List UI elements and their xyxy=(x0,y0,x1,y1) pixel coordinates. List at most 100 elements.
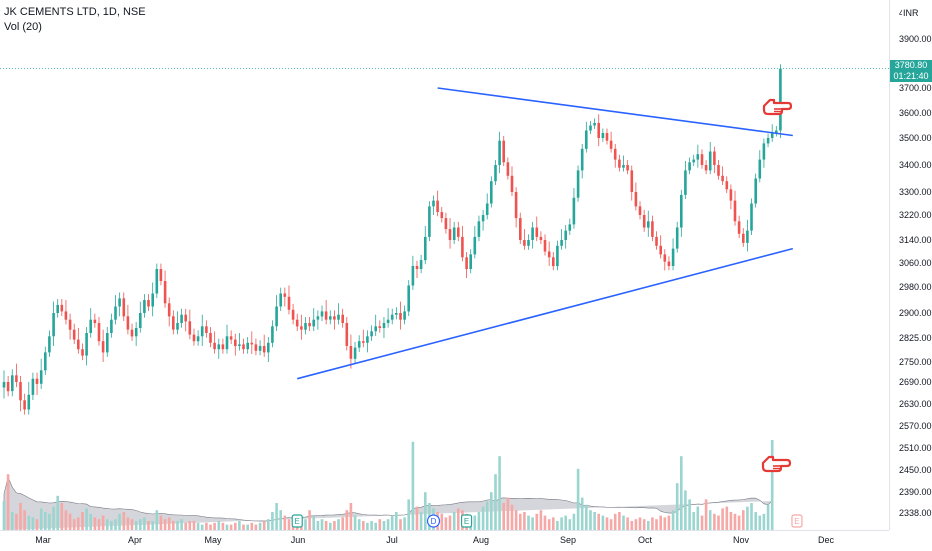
candle xyxy=(737,221,741,234)
price-tick: 3500.00 xyxy=(899,133,932,143)
price-tick: 3900.00 xyxy=(899,34,932,44)
candle xyxy=(271,326,274,343)
candle xyxy=(27,394,31,410)
volume-bar xyxy=(597,513,600,530)
candle xyxy=(457,227,460,237)
price-tick: 2900.00 xyxy=(899,308,932,318)
candle xyxy=(721,175,724,182)
volume-bar xyxy=(77,517,80,530)
volume-bar xyxy=(6,474,10,530)
candle xyxy=(634,192,638,207)
candle xyxy=(663,254,667,262)
volume-bar xyxy=(68,513,72,530)
candle xyxy=(506,162,510,176)
volume-bar xyxy=(48,513,51,530)
volume-bar xyxy=(143,517,146,530)
candle xyxy=(312,319,315,327)
volume-bar xyxy=(642,519,646,530)
candle xyxy=(35,378,39,384)
candle xyxy=(19,382,22,401)
candle xyxy=(31,378,35,395)
candle xyxy=(419,260,423,269)
candle xyxy=(39,370,43,384)
candle xyxy=(675,227,679,249)
candle xyxy=(523,240,526,246)
candle xyxy=(229,336,233,340)
volume-bar xyxy=(733,513,737,530)
volume-bar xyxy=(547,519,551,530)
volume-bar xyxy=(213,522,216,530)
candle xyxy=(81,349,84,356)
price-tick: 2630.00 xyxy=(899,399,932,409)
volume-bar xyxy=(696,506,700,530)
candle xyxy=(680,194,683,228)
candle xyxy=(626,165,629,171)
price-axis[interactable]: 3900.003800.003700.003600.003500.003400.… xyxy=(889,0,932,530)
candle xyxy=(432,200,435,207)
volume-bar xyxy=(353,515,357,530)
candle xyxy=(163,281,167,304)
candle xyxy=(72,329,76,340)
candle xyxy=(717,165,720,176)
volume-bar xyxy=(580,497,584,530)
candle xyxy=(287,296,291,310)
volume-bar xyxy=(390,515,394,530)
volume-bar xyxy=(64,510,68,530)
candle xyxy=(279,293,282,307)
candle xyxy=(510,175,514,192)
time-tick: Apr xyxy=(127,535,143,545)
currency-label[interactable]: INR xyxy=(902,8,920,18)
candle xyxy=(552,257,555,267)
instrument-title[interactable]: JK CEMENTS LTD, 1D, NSE xyxy=(4,6,146,18)
volume-bar xyxy=(238,521,241,530)
volume-bar xyxy=(510,504,514,530)
volume-bar xyxy=(605,517,609,530)
volume-indicator-label[interactable]: Vol (20) xyxy=(4,21,42,33)
candle xyxy=(349,346,353,359)
candle xyxy=(213,342,216,350)
candle xyxy=(700,154,704,165)
volume-bar xyxy=(411,441,415,530)
candle xyxy=(52,313,55,337)
candle xyxy=(750,203,753,231)
volume-bar xyxy=(618,512,621,530)
volume-bar xyxy=(663,517,667,530)
time-axis[interactable]: Mar Apr May Jun Jul Aug Sep Oct Nov Dec xyxy=(0,530,889,551)
volume-bar xyxy=(700,515,704,530)
candle xyxy=(85,333,88,356)
volume-bar xyxy=(762,513,766,530)
volume-bar xyxy=(188,521,192,530)
volume-bar xyxy=(568,519,572,530)
candle xyxy=(576,170,580,198)
volume-bar xyxy=(746,506,749,530)
volume-bar xyxy=(192,521,196,530)
candle xyxy=(225,336,229,350)
volume-bar xyxy=(552,517,555,530)
candle xyxy=(320,311,324,317)
candle xyxy=(597,123,600,138)
volume-bar xyxy=(750,503,753,530)
volume-bar xyxy=(139,519,142,530)
candle xyxy=(630,170,634,192)
volume-bar xyxy=(704,499,708,530)
volume-bar xyxy=(283,515,287,530)
volume-bar xyxy=(506,497,510,530)
volume-bar xyxy=(370,521,373,530)
candle xyxy=(267,342,270,353)
candle xyxy=(655,236,658,246)
candle xyxy=(283,293,287,297)
candle xyxy=(221,344,225,350)
candle xyxy=(159,269,163,281)
candle xyxy=(519,218,522,240)
volume-bar xyxy=(254,524,258,530)
candle xyxy=(589,125,592,131)
price-tick: 2510.00 xyxy=(899,443,932,453)
earnings-e-icon xyxy=(460,514,473,528)
volume-bar xyxy=(531,517,534,530)
candle xyxy=(502,140,505,163)
volume-bar xyxy=(196,522,200,530)
volume-bar xyxy=(374,522,377,530)
volume-bar xyxy=(457,508,460,530)
earnings-e-label: E xyxy=(794,517,799,526)
